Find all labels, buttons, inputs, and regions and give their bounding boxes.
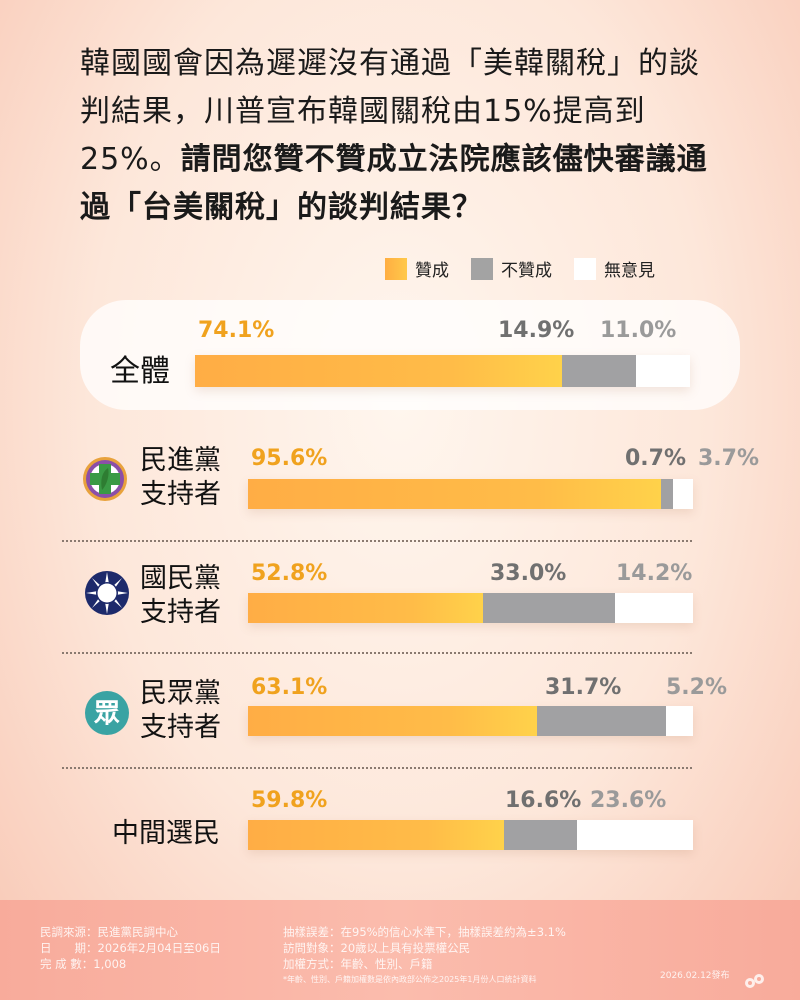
stacked-bar <box>248 479 693 509</box>
footer-date: 日 期：2026年2月04日至06日 <box>40 941 221 955</box>
bar-segment-yes <box>248 820 504 850</box>
footer-right: 抽樣誤差：在95%的信心水準下，抽樣誤差約為±3.1% 訪問對象：20歲以上具有… <box>283 924 566 988</box>
row-label: 國民黨 支持者 <box>140 563 221 628</box>
stacked-bar <box>248 706 693 736</box>
pct-yes: 74.1% <box>198 318 275 343</box>
bar-segment-none <box>614 593 693 623</box>
footer-target: 訪問對象：20歲以上具有投票權公民 <box>283 941 471 955</box>
bar-segment-none <box>666 706 693 736</box>
dpp-logo-icon <box>83 457 127 501</box>
chart-legend: 贊成 不贊成 無意見 <box>385 256 677 281</box>
bar-segment-yes <box>195 355 562 387</box>
footer-left: 民調來源：民進黨民調中心 日 期：2026年2月04日至06日 完 成 數：1,… <box>40 924 221 972</box>
bar-segment-no <box>482 593 615 623</box>
footer-note: *年齡、性別、戶籍加權數是依內政部公佈之2025年1月份人口統計資料 <box>283 975 537 984</box>
legend-none: 無意見 <box>574 256 655 281</box>
pct-yes: 52.8% <box>251 561 328 586</box>
stacked-bar <box>248 593 693 623</box>
legend-yes: 贊成 <box>385 256 449 281</box>
bar-segment-no <box>561 355 636 387</box>
stacked-bar <box>195 355 690 387</box>
pct-no: 0.7% <box>625 446 687 471</box>
row-label: 中間選民 <box>112 818 220 849</box>
legend-swatch-none <box>574 257 596 280</box>
pct-none: 5.2% <box>666 675 728 700</box>
pct-yes: 63.1% <box>251 675 328 700</box>
pct-no: 33.0% <box>490 561 567 586</box>
row-divider <box>62 652 692 654</box>
bar-segment-yes <box>248 479 662 509</box>
footer-weighting: 加權方式：年齡、性別、戶籍 <box>283 957 433 971</box>
bar-segment-no <box>503 820 578 850</box>
footer-source: 民調來源：民進黨民調中心 <box>40 925 178 939</box>
legend-swatch-yes <box>385 257 407 280</box>
kmt-logo-icon <box>85 571 129 615</box>
dpp-survey-logo-icon <box>745 974 764 988</box>
row-divider <box>62 767 692 769</box>
footer-completed: 完 成 數：1,008 <box>40 957 127 971</box>
pct-yes: 59.8% <box>251 788 328 813</box>
row-divider <box>62 540 692 542</box>
pct-no: 14.9% <box>498 318 575 343</box>
row-label: 民進黨 支持者 <box>140 445 221 510</box>
pct-none: 23.6% <box>590 788 667 813</box>
pct-none: 11.0% <box>600 318 677 343</box>
footer-published: 2026.02.12發布 <box>660 971 730 981</box>
tpp-logo-icon: 眾 <box>85 691 129 735</box>
pct-none: 14.2% <box>616 561 693 586</box>
row-label: 民眾黨 支持者 <box>140 678 221 743</box>
svg-text:眾: 眾 <box>93 699 120 729</box>
pct-yes: 95.6% <box>251 446 328 471</box>
bar-segment-none <box>635 355 690 387</box>
footer: 民調來源：民進黨民調中心 日 期：2026年2月04日至06日 完 成 數：1,… <box>0 900 800 1000</box>
question-emphasis: 請問您贊不贊成立法院應該儘快審議通過「台美關稅」的談判結果？ <box>80 142 708 225</box>
legend-no: 不贊成 <box>471 256 552 281</box>
stacked-bar <box>248 820 693 850</box>
legend-swatch-no <box>471 257 493 280</box>
row-label: 全體 <box>110 354 170 389</box>
pct-no: 31.7% <box>545 675 622 700</box>
question-lead: 韓國國會因為遲遲沒有通過「美韓關稅」的談判結果，川普宣布韓國關稅由15%提高到2… <box>80 46 700 177</box>
pct-none: 3.7% <box>698 446 760 471</box>
bar-segment-no <box>661 479 673 509</box>
survey-question: 韓國國會因為遲遲沒有通過「美韓關稅」的談判結果，川普宣布韓國關稅由15%提高到2… <box>80 40 730 232</box>
bar-segment-none <box>672 479 693 509</box>
pct-no: 16.6% <box>505 788 582 813</box>
footer-margin: 抽樣誤差：在95%的信心水準下，抽樣誤差約為±3.1% <box>283 925 566 939</box>
bar-segment-none <box>577 820 693 850</box>
bar-segment-yes <box>248 706 538 736</box>
bar-segment-no <box>537 706 667 736</box>
bar-segment-yes <box>248 593 483 623</box>
